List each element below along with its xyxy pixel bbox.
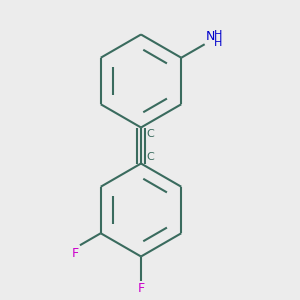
Text: F: F [71,247,78,260]
Text: C: C [146,152,154,162]
Text: C: C [146,129,154,139]
Text: H: H [214,38,223,48]
Text: N: N [206,30,215,43]
Text: H: H [214,30,223,40]
Text: F: F [137,282,145,295]
